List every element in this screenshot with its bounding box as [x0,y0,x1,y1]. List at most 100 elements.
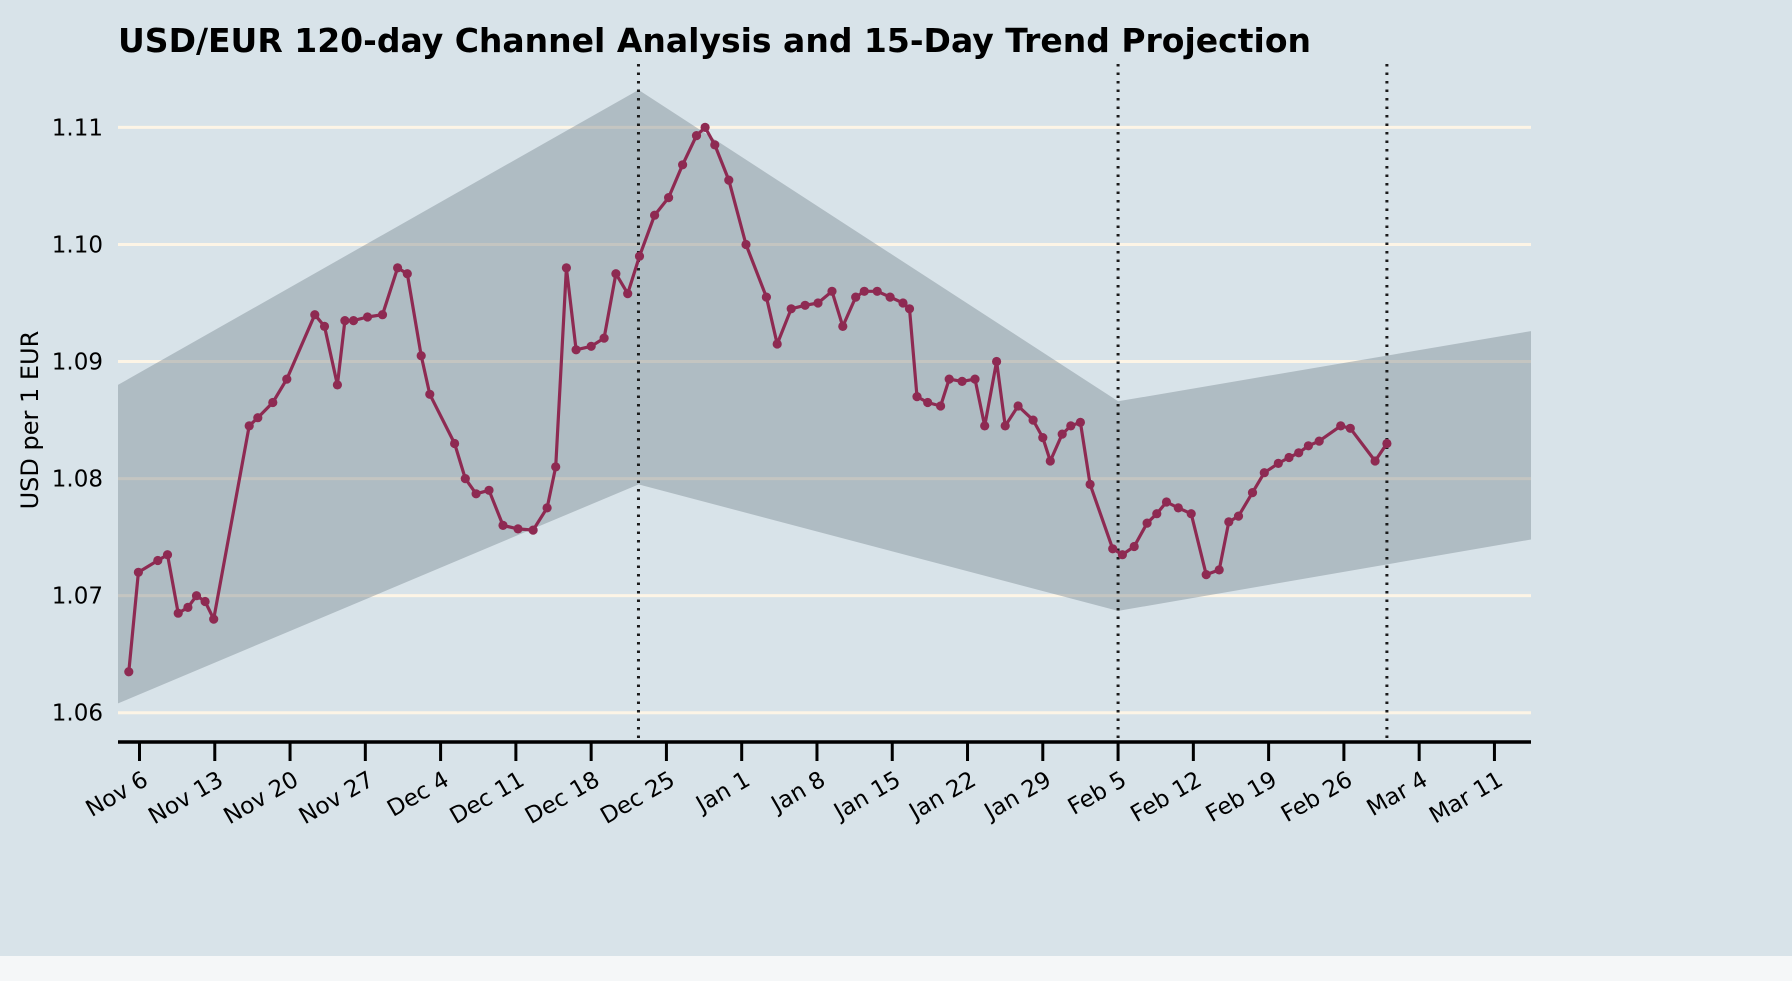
data-point [1038,433,1048,443]
data-point [1173,503,1183,513]
data-point [936,401,946,411]
data-point [992,356,1002,367]
data-point [741,239,751,250]
data-point [1259,468,1269,478]
data-point [838,321,848,331]
data-point [1186,509,1196,519]
data-point [1214,565,1224,575]
data-point [319,321,330,331]
data-point [402,269,412,279]
data-point [1066,421,1076,431]
data-point [173,608,183,618]
data-point [1075,417,1085,427]
data-point [153,555,163,566]
data-point [586,341,596,351]
data-point [691,131,702,141]
data-point [944,374,954,384]
data-point [377,310,388,320]
data-point [561,263,572,273]
data-point [980,421,990,431]
data-point [957,376,967,386]
data-point [912,392,922,402]
data-point [678,160,688,170]
data-point [450,438,460,449]
data-point [851,292,861,302]
data-point [1085,479,1095,489]
data-point [700,122,710,132]
data-point [650,210,660,220]
data-point [244,421,254,431]
data-point [191,591,202,601]
y-tick-label: 1.09 [52,350,103,376]
data-point [551,462,561,472]
y-tick-label: 1.08 [52,467,103,493]
data-point [268,397,278,408]
data-point [124,667,134,677]
data-point [1000,421,1010,431]
data-point [970,374,980,384]
data-point [923,397,933,408]
data-point [183,602,193,613]
data-point [1142,518,1152,528]
data-point [1108,544,1118,554]
y-axis-label: USD per 1 EUR [16,331,44,510]
data-point [1314,436,1324,446]
data-point [1201,570,1211,580]
data-point [1045,456,1055,466]
data-point [1294,448,1304,458]
data-point [623,289,633,299]
data-point [362,312,373,322]
data-point [1057,429,1067,439]
data-point [348,316,359,326]
data-point [813,298,823,308]
data-point [528,525,538,535]
data-point [611,269,621,279]
data-point [282,374,292,384]
data-point [498,520,508,531]
data-point [340,316,350,326]
data-point [1117,550,1127,560]
data-point [310,310,320,320]
y-tick-label: 1.07 [52,584,103,610]
data-point [1273,458,1283,468]
data-point [710,140,720,150]
data-point [425,389,435,399]
data-point [162,550,173,560]
footer-strip [0,956,1792,981]
data-point [859,286,869,296]
data-point [460,474,470,484]
data-point [200,596,210,607]
data-point [1161,497,1172,507]
data-point [133,567,143,577]
data-point [1370,456,1380,466]
chart-title: USD/EUR 120-day Channel Analysis and 15-… [118,21,1311,60]
data-point [1028,415,1038,425]
data-point [800,300,810,310]
data-point [634,251,645,261]
y-tick-label: 1.10 [52,232,103,258]
data-point [724,175,734,185]
data-point [1336,421,1346,431]
data-point [253,413,263,423]
data-point [542,503,552,513]
y-tick-label: 1.11 [52,115,103,141]
data-point [571,345,581,355]
data-point [904,304,915,314]
data-point [599,333,609,343]
y-tick-label: 1.06 [52,701,103,727]
data-point [872,286,882,296]
data-point [393,263,403,273]
data-point [471,489,481,499]
data-point [664,193,674,203]
data-point [209,614,219,624]
data-point [827,286,837,296]
data-point [1345,423,1355,433]
channel-band [118,89,1531,704]
data-point [513,524,523,534]
data-point [898,298,908,308]
data-point [1224,517,1234,527]
data-point [1284,452,1294,463]
